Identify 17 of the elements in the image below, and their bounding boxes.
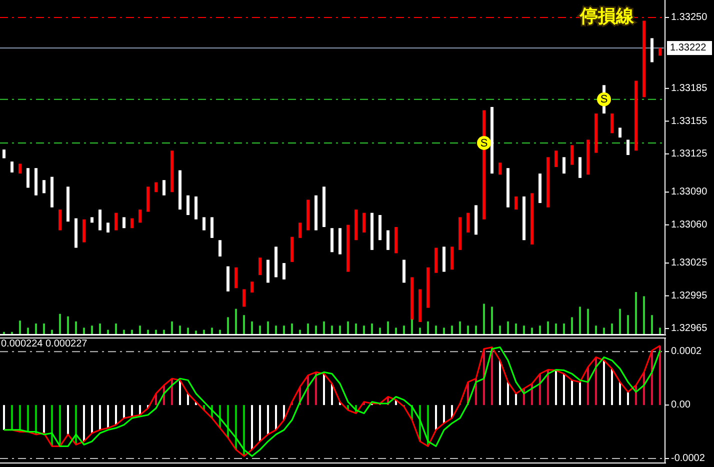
y-tick-label: 1.33025 xyxy=(671,258,708,269)
y-tick-label: 1.32995 xyxy=(671,290,708,302)
y-tick-label: 0.0002 xyxy=(671,346,702,358)
annotation: S xyxy=(600,94,608,106)
annotation: 0.000224 0.000227 xyxy=(1,338,88,350)
y-tick-label: 1.33155 xyxy=(671,116,708,127)
y-tick-label: 1.33185 xyxy=(671,83,708,94)
y-tick-label: -0.0002 xyxy=(671,453,706,464)
y-tick-label: 1.33060 xyxy=(671,219,708,230)
y-tick-label: 1.33250 xyxy=(671,12,708,24)
ref-line-label: 停損線 xyxy=(579,6,635,26)
annotation: S xyxy=(480,137,488,150)
ref-line-label: 1.33222 xyxy=(670,42,707,54)
y-tick-label: 1.32965 xyxy=(671,323,708,334)
y-tick-label: 0.00 xyxy=(671,400,691,411)
y-tick-label: 1.33090 xyxy=(671,186,708,198)
y-tick-label: 1.33125 xyxy=(671,148,708,160)
